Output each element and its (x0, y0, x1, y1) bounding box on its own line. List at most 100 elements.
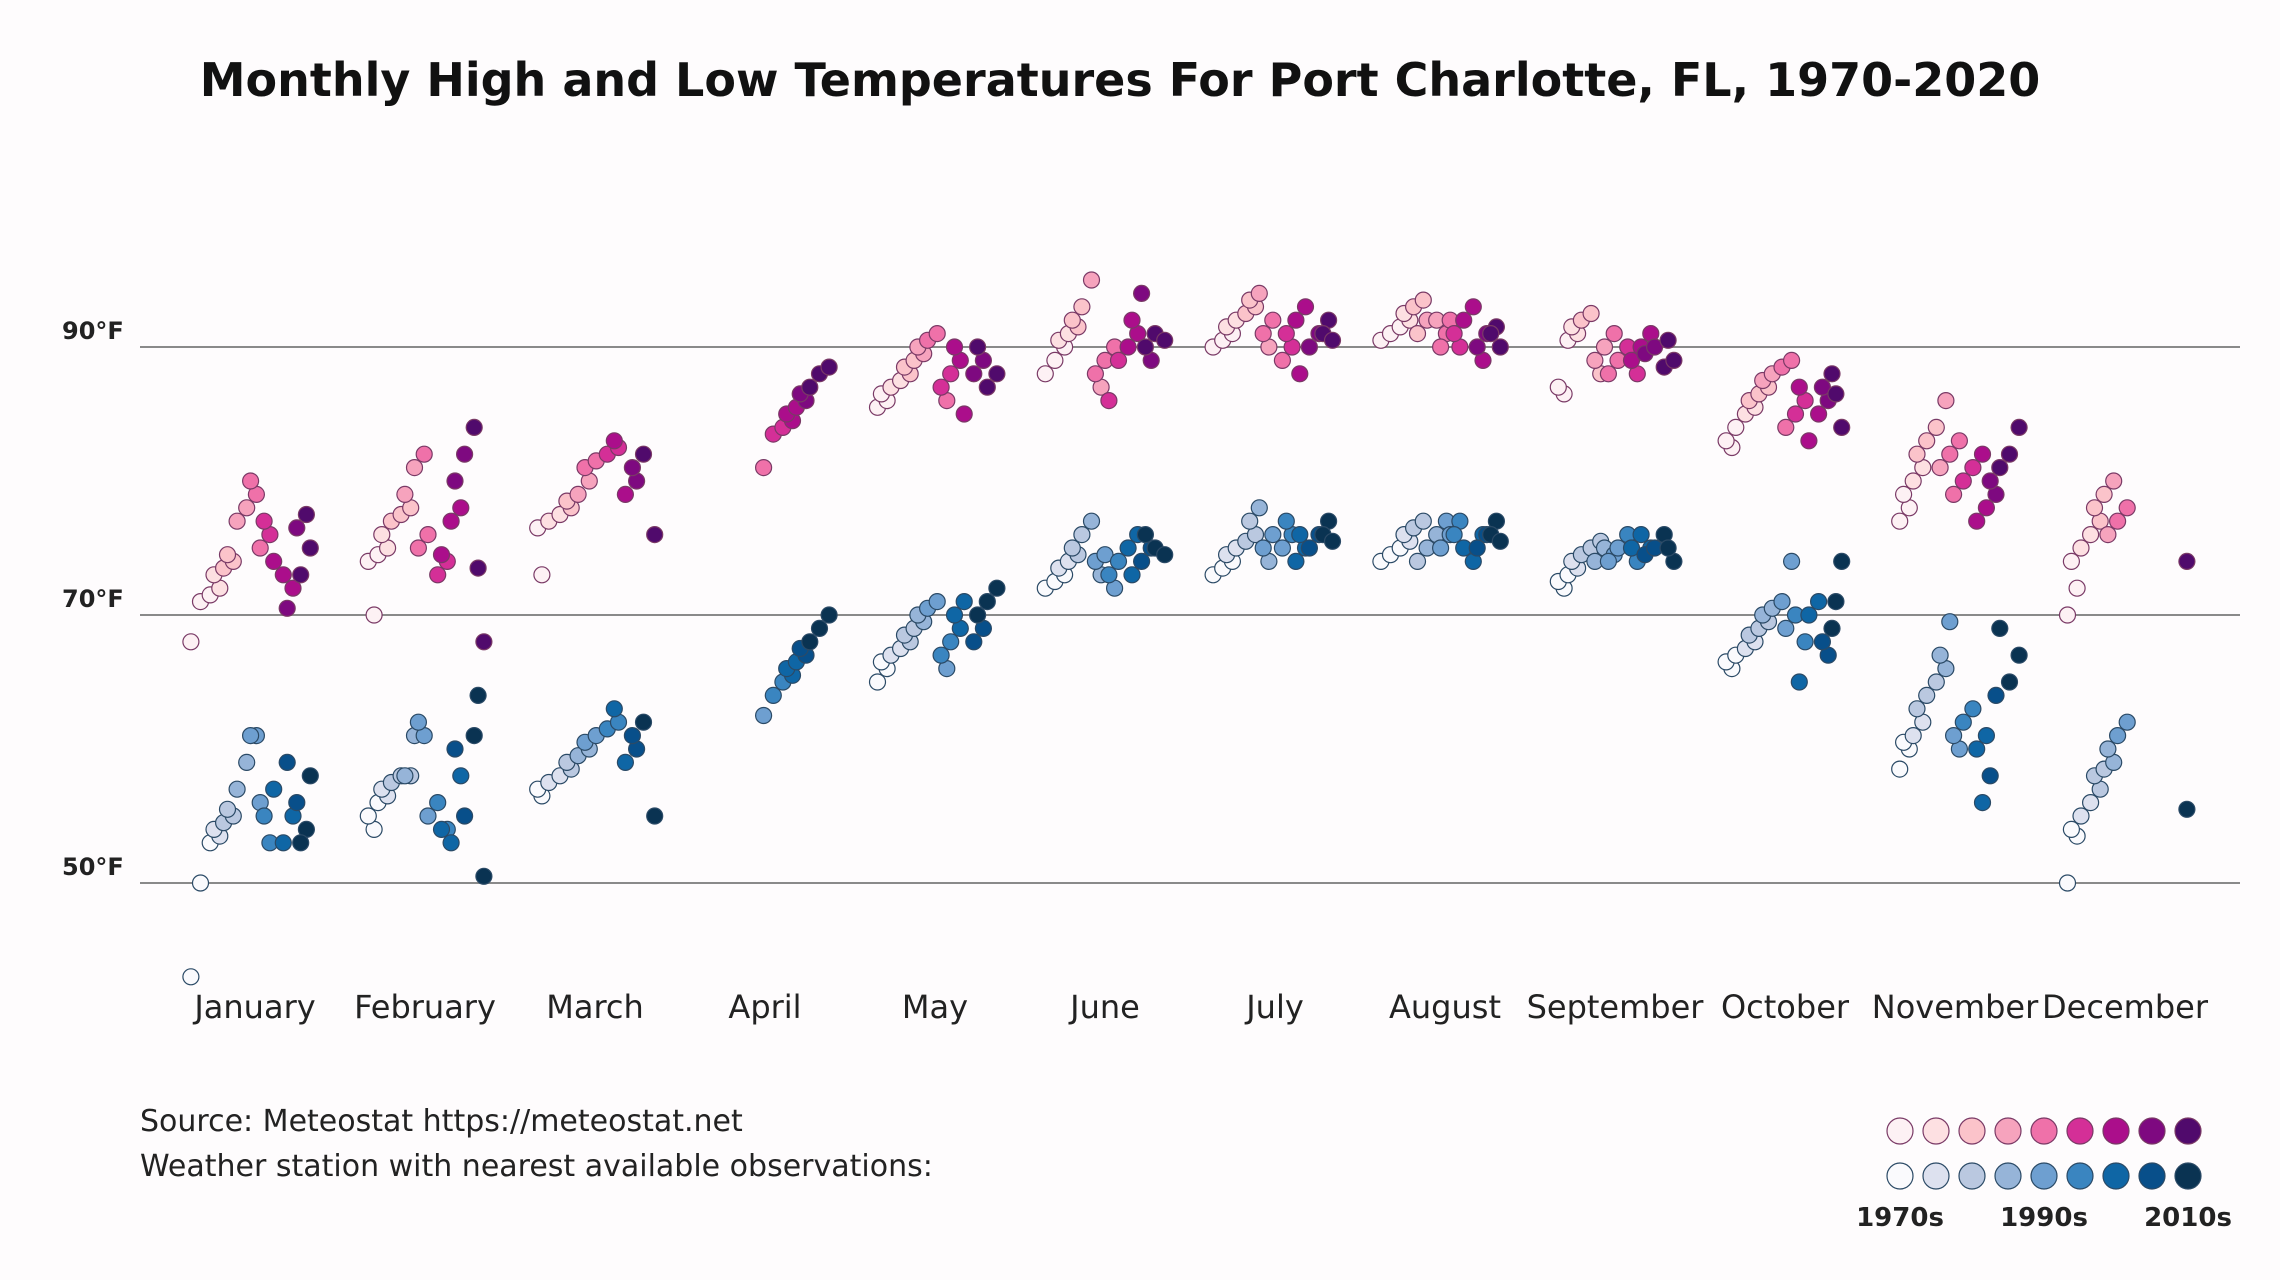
data-point (1464, 298, 1482, 316)
data-point (945, 338, 964, 356)
data-point (646, 525, 664, 544)
data-point (1605, 325, 1623, 343)
data-point (456, 807, 474, 825)
data-point (2000, 673, 2019, 691)
data-point (1445, 525, 1463, 544)
data-point (955, 592, 973, 611)
data-point (968, 338, 987, 356)
data-point (1973, 445, 1992, 463)
data-point (1717, 432, 1735, 450)
data-point (928, 325, 946, 343)
month-label: January (192, 988, 315, 1026)
data-point (965, 365, 983, 383)
gridlines (140, 346, 2240, 884)
data-point (978, 378, 996, 396)
source-note: Source: Meteostat https://meteostat.net (140, 1104, 743, 1139)
data-point (1254, 325, 1272, 343)
data-point (1782, 351, 1801, 369)
data-point (1323, 532, 1342, 550)
data-point (2062, 820, 2080, 839)
data-point (1482, 325, 1500, 343)
data-point (634, 713, 653, 731)
data-point (754, 459, 773, 477)
data-point (945, 606, 964, 624)
data-point (288, 793, 306, 812)
data-point (1082, 271, 1101, 289)
data-point (1109, 351, 1128, 369)
data-point (1773, 592, 1791, 611)
data-point (1991, 619, 2009, 638)
data-point (1132, 284, 1151, 302)
month-label: December (2042, 988, 2209, 1026)
data-point (297, 505, 315, 524)
data-point (1296, 298, 1315, 316)
data-point (1408, 325, 1427, 343)
data-point (1977, 726, 1996, 745)
data-point (1277, 325, 1295, 343)
data-point (284, 579, 302, 597)
data-point (2058, 606, 2077, 624)
data-point (1468, 539, 1486, 557)
data-point (1622, 351, 1641, 369)
data-point (1931, 646, 1949, 664)
chart-title: Monthly High and Low Temperatures For Po… (200, 53, 2041, 107)
data-point (1918, 432, 1936, 450)
data-point (2099, 740, 2117, 758)
data-point (605, 700, 623, 718)
data-point (1777, 619, 1795, 638)
legend-high-swatch (2174, 1117, 2202, 1145)
data-point (405, 459, 424, 477)
legend-low-swatch (1958, 1162, 1986, 1190)
data-point (432, 546, 451, 564)
data-point (1132, 552, 1151, 571)
data-point (1987, 686, 2005, 705)
data-point (242, 472, 260, 490)
data-point (1665, 351, 1683, 369)
data-point (432, 820, 451, 839)
month-label: September (1527, 988, 1705, 1026)
data-point (274, 566, 292, 584)
data-point (1414, 512, 1432, 530)
data-point (1264, 311, 1282, 329)
data-point (1823, 365, 1841, 383)
data-point (1323, 331, 1342, 349)
data-point (365, 606, 383, 624)
data-point (1096, 546, 1114, 564)
data-point (1445, 325, 1463, 343)
data-point (452, 767, 470, 785)
data-point (820, 606, 838, 624)
data-point (1073, 525, 1091, 544)
data-point (968, 606, 987, 624)
data-point (1786, 405, 1805, 423)
data-point (1100, 392, 1118, 410)
data-point (1119, 539, 1137, 557)
data-point (1123, 311, 1141, 329)
data-point (1599, 552, 1618, 571)
data-point (1981, 472, 1999, 490)
data-point (292, 834, 310, 852)
data-point (868, 673, 887, 691)
data-point (2118, 713, 2136, 731)
legend-decade-label: 2010s (2144, 1203, 2232, 1233)
data-point (1291, 525, 1309, 544)
data-point (1991, 459, 2009, 477)
month-label: May (902, 988, 968, 1026)
data-point (1300, 338, 1319, 356)
data-point (1918, 686, 1936, 705)
data-point (396, 767, 414, 785)
data-point (1908, 445, 1926, 463)
data-point (1156, 331, 1174, 349)
data-point (265, 552, 283, 571)
data-point (1273, 351, 1292, 369)
data-point (1586, 351, 1604, 369)
month-label: October (1721, 988, 1850, 1026)
data-point (1813, 378, 1832, 396)
month-label: April (728, 988, 801, 1026)
data-point (1491, 338, 1509, 356)
data-point (265, 780, 283, 798)
data-point (988, 579, 1006, 597)
data-point (1414, 291, 1432, 309)
legend-high-swatch (1922, 1117, 1950, 1145)
data-point (1156, 546, 1174, 564)
data-point (569, 485, 587, 503)
